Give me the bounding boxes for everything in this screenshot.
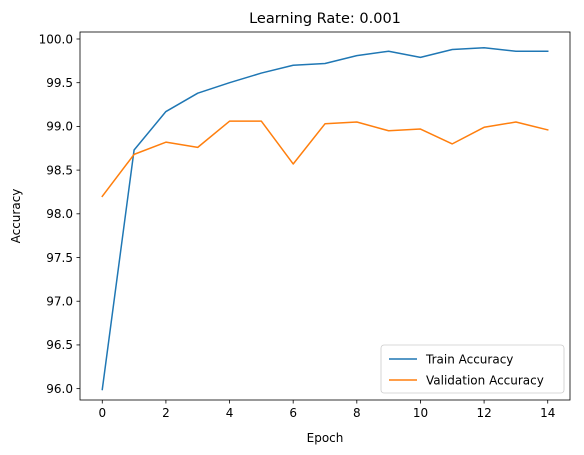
legend-label: Validation Accuracy xyxy=(426,373,544,387)
series-lines xyxy=(101,46,549,391)
y-tick-label: 97.5 xyxy=(46,251,73,265)
y-axis-label: Accuracy xyxy=(9,189,23,244)
legend: Train Accuracy Validation Accuracy xyxy=(380,344,565,394)
x-tick-label: 4 xyxy=(226,406,234,420)
y-tick-label: 96.0 xyxy=(46,382,73,396)
x-axis-label: Epoch xyxy=(307,431,344,445)
y-tick-label: 98.5 xyxy=(46,163,73,177)
y-tick-label: 99.5 xyxy=(46,76,73,90)
y-axis-ticks: 96.0 96.5 97.0 97.5 98.0 98.5 99.0 99.5 100.0 xyxy=(39,32,80,396)
x-tick-label: 14 xyxy=(540,406,555,420)
y-tick-label: 98.0 xyxy=(46,207,73,221)
x-tick-label: 12 xyxy=(476,406,491,420)
x-tick-label: 0 xyxy=(98,406,106,420)
legend-box xyxy=(380,344,565,394)
plot-frame xyxy=(79,31,571,401)
y-tick-label: 96.5 xyxy=(46,338,73,352)
x-tick-label: 2 xyxy=(162,406,170,420)
legend-label: Train Accuracy xyxy=(425,352,513,366)
series-line-0 xyxy=(101,46,549,391)
y-tick-label: 97.0 xyxy=(46,295,73,309)
y-tick-label: 100.0 xyxy=(39,32,73,46)
chart-title: Learning Rate: 0.001 xyxy=(249,11,401,27)
x-axis-ticks: 0 2 4 6 8 10 12 14 xyxy=(98,400,555,420)
x-tick-label: 10 xyxy=(413,406,428,420)
x-tick-label: 8 xyxy=(353,406,361,420)
x-tick-label: 6 xyxy=(289,406,297,420)
series-line-1 xyxy=(101,120,549,198)
y-tick-label: 99.0 xyxy=(46,120,73,134)
